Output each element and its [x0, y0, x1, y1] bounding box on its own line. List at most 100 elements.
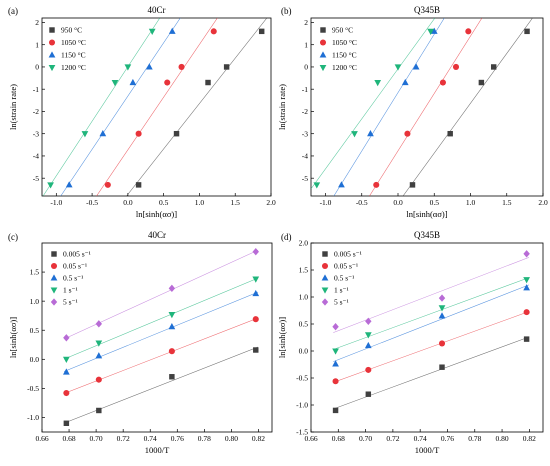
- y-tick-label: 1: [35, 40, 39, 49]
- data-point-series-0: [523, 336, 530, 342]
- data-point-series-1: [210, 28, 217, 35]
- data-point-series-2: [62, 368, 70, 375]
- legend: 950 °C 1050 °C 1150 °C 1200 °C: [319, 26, 357, 72]
- legend-marker-1: [48, 39, 56, 46]
- legend-marker-2: [321, 274, 329, 281]
- y-tick-label: 0.5: [299, 320, 309, 329]
- data-point-series-1: [164, 79, 171, 86]
- x-tick-label: 0.78: [468, 434, 481, 443]
- x-tick-label: 0.5: [430, 198, 440, 207]
- legend-entry-3: 1200 °C: [61, 63, 86, 72]
- x-tick-label: -1.0: [50, 198, 62, 207]
- data-point-series-3: [252, 276, 260, 283]
- x-tick-label: 0.72: [386, 434, 399, 443]
- x-tick-label: 1.0: [466, 198, 476, 207]
- legend-entry-2: 1150 °C: [332, 51, 357, 60]
- plot-frame: [310, 17, 544, 197]
- y-tick-label: -1.0: [27, 413, 39, 422]
- fit-line-series-2: [333, 284, 530, 362]
- y-tick-label: -2: [33, 107, 39, 116]
- data-point-series-2: [99, 130, 107, 137]
- data-point-series-3: [95, 340, 103, 347]
- y-axis-label: ln(strain rate): [277, 84, 287, 130]
- chart-panel-d: 0.66 0.68 0.70 0.72 0.74 0.76 0.78 0.80 0.82 -1.5…: [277, 230, 544, 455]
- x-tick-label: 0.74: [144, 434, 157, 443]
- x-tick-label: 0.80: [225, 434, 238, 443]
- data-point-series-3: [111, 79, 119, 87]
- data-point-series-3: [313, 182, 321, 189]
- data-point-series-2: [65, 181, 73, 188]
- legend-entry-1: 1050 °C: [332, 38, 357, 47]
- data-point-series-0: [63, 420, 70, 426]
- x-tick-label: 0.78: [198, 434, 211, 443]
- data-point-series-2: [412, 63, 420, 70]
- legend: 0.005 s⁻¹ 0.05 s⁻¹ 0.5 s⁻¹ 1 s⁻¹ 5 s⁻¹: [321, 250, 362, 307]
- x-tick-label: -0.5: [86, 198, 98, 207]
- legend-entry-2: 0.5 s⁻¹: [63, 274, 83, 283]
- fit-line-series-1: [96, 18, 218, 196]
- data-point-series-4: [332, 323, 339, 331]
- panel-title: 40Cr: [148, 5, 166, 15]
- data-point-series-4: [523, 250, 530, 258]
- y-axis-label: ln(strain rate): [8, 84, 18, 130]
- fit-line-series-3: [311, 18, 436, 190]
- y-tick-label: 2.0: [299, 239, 309, 248]
- data-point-series-1: [252, 316, 259, 323]
- x-tick-label: 0.68: [332, 434, 345, 443]
- y-tick-label: 1.5: [30, 268, 40, 277]
- fit-line-series-0: [402, 18, 533, 196]
- legend-marker-1: [319, 39, 327, 46]
- data-point-series-2: [401, 78, 409, 86]
- data-point-series-3: [523, 277, 530, 284]
- data-point-series-0: [96, 407, 102, 414]
- legend-marker-4: [321, 298, 329, 306]
- legend: 950 °C 1050 °C 1150 °C 1200 °C: [48, 26, 86, 72]
- x-axis-label: 1000/T: [415, 445, 440, 455]
- legend-marker-0: [51, 251, 57, 257]
- data-point-series-0: [439, 364, 445, 370]
- data-point-series-1: [168, 348, 175, 355]
- x-tick-label: 0.68: [62, 434, 75, 443]
- plot-frame: [41, 17, 272, 197]
- x-axis-label: ln[sinh(ασ)]: [136, 209, 177, 219]
- legend-entry-1: 0.05 s⁻¹: [63, 262, 87, 271]
- legend-entry-0: 950 °C: [61, 26, 82, 35]
- legend-entry-4: 5 s⁻¹: [334, 298, 349, 307]
- x-tick-label: 2.0: [538, 198, 548, 207]
- x-tick-label: 1.5: [231, 198, 241, 207]
- y-tick-label: -1.5: [296, 428, 308, 437]
- y-tick-label: 2: [304, 18, 308, 27]
- panel-title: Q345B: [414, 230, 440, 240]
- legend-entry-4: 5 s⁻¹: [63, 298, 78, 307]
- data-point-series-4: [252, 248, 259, 256]
- legend-marker-0: [320, 27, 326, 33]
- fit-lines: [42, 18, 268, 196]
- fit-line-series-2: [333, 18, 445, 196]
- data-point-series-2: [438, 312, 446, 319]
- data-point-series-0: [223, 64, 230, 70]
- panel-title: 40Cr: [148, 230, 166, 240]
- x-tick-label: 0.70: [359, 434, 372, 443]
- x-tick-label: 0.76: [441, 434, 454, 443]
- panel-title: Q345B: [414, 5, 440, 15]
- chart-panel-c: 0.66 0.68 0.70 0.72 0.74 0.76 0.78 0.80 0.82 -1.0…: [8, 230, 273, 455]
- data-point-series-3: [351, 131, 358, 138]
- data-point-series-2: [95, 352, 103, 359]
- data-point-series-0: [258, 28, 265, 35]
- data-point-series-3: [148, 28, 156, 36]
- y-tick-label: -3: [302, 129, 308, 138]
- legend-marker-3: [319, 64, 327, 72]
- panel-label: (d): [281, 232, 292, 242]
- y-tick-label: -1: [33, 85, 39, 94]
- chart-panel-b: -1.0 -0.5 0.0 0.5 1.0 1.5 2.0 -5 -4 -3 -2 -1 0 1 2 Q345…: [277, 5, 548, 219]
- y-tick-label: -2: [302, 107, 308, 116]
- data-point-series-0: [253, 347, 259, 353]
- fit-line-series-3: [63, 277, 259, 360]
- data-point-series-4: [168, 284, 176, 293]
- x-tick-label: 0.72: [117, 434, 130, 443]
- data-point-series-3: [438, 305, 446, 312]
- data-point-series-1: [365, 366, 372, 373]
- legend-entry-0: 950 °C: [332, 26, 353, 35]
- data-point-series-1: [438, 340, 446, 347]
- data-point-series-3: [332, 348, 339, 355]
